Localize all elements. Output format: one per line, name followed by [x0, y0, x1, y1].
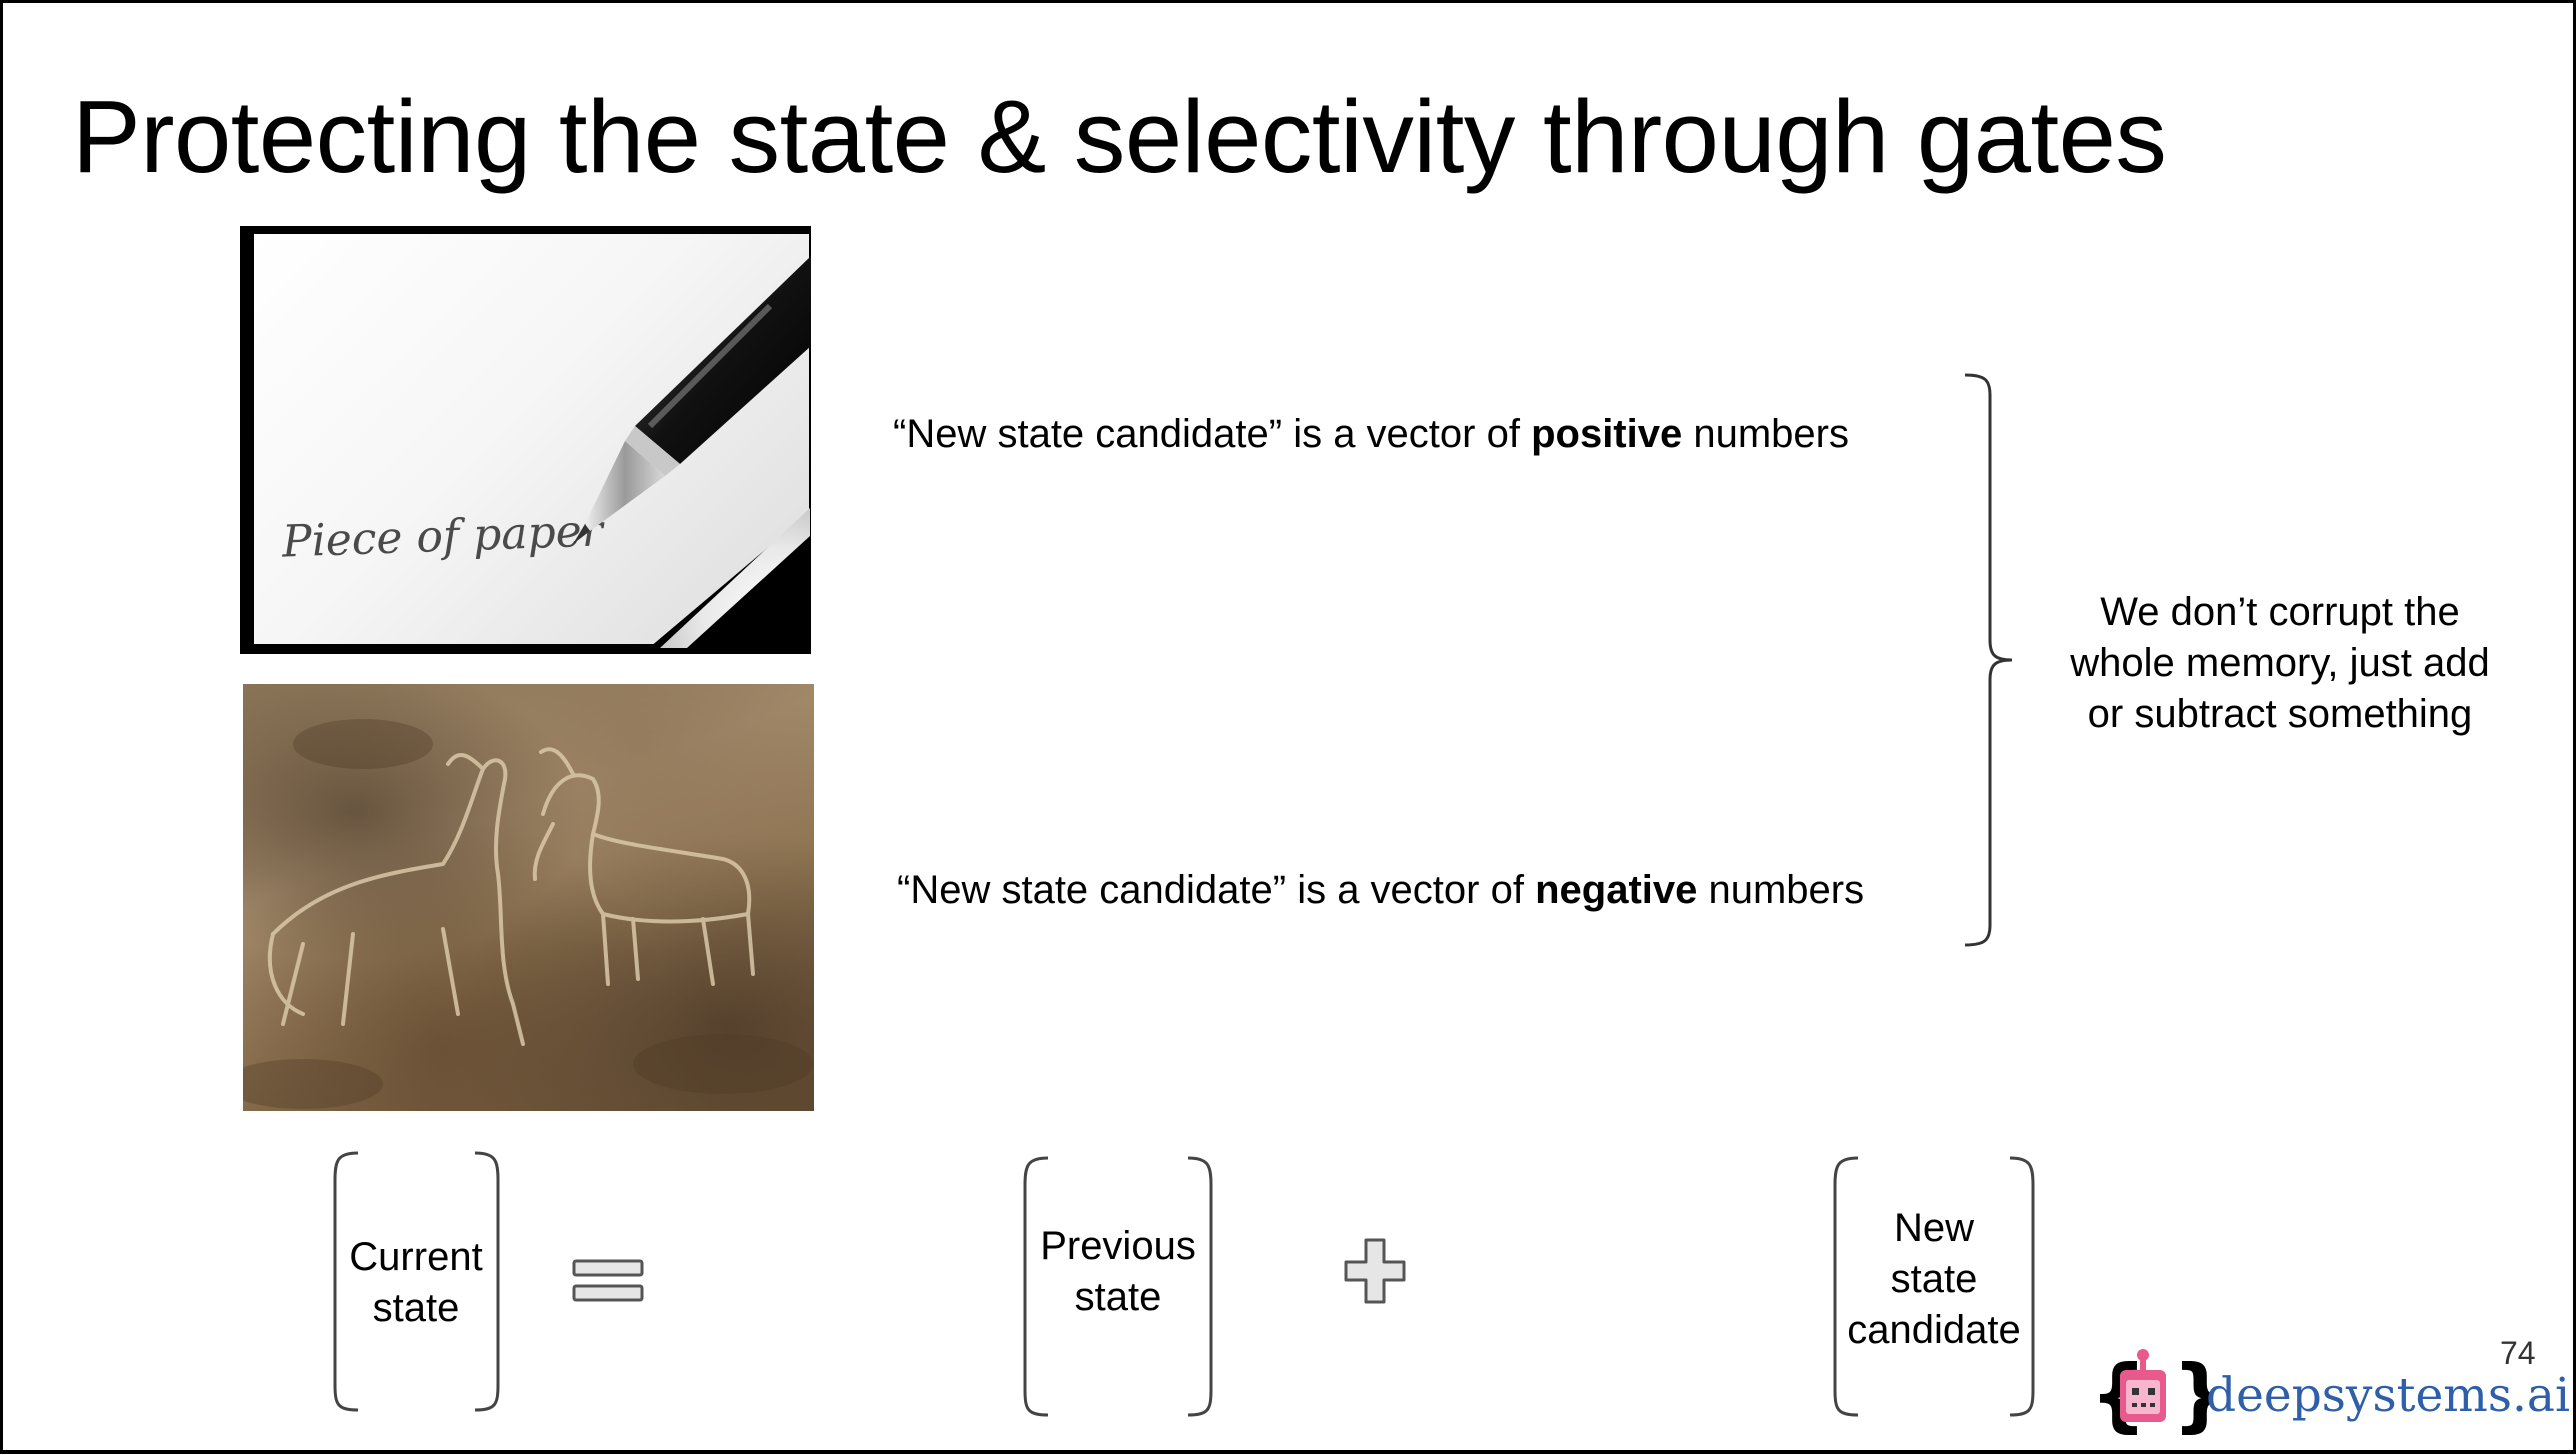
- page-number: 74: [2500, 1335, 2536, 1371]
- candidate-line1: New: [1893, 1206, 1975, 1250]
- positive-statement-text: “New state candidate” is a vector of: [893, 412, 1532, 456]
- positive-statement-suffix: numbers: [1682, 412, 1849, 456]
- paper-pen-image: Piece of paper: [240, 226, 811, 654]
- paper-sheet: [254, 234, 809, 644]
- svg-text:}: }: [2172, 1348, 2210, 1441]
- negative-statement-text: “New state candidate” is a vector of: [897, 868, 1536, 912]
- robot-icon: { }: [2090, 1348, 2229, 1441]
- rock-carving-image: [243, 684, 814, 1111]
- current-state-line1: Current: [349, 1235, 483, 1279]
- current-state-left-paren: [333, 1151, 359, 1412]
- equals-sign-icon: [572, 1259, 644, 1302]
- right-curly-brace: [1964, 373, 2013, 947]
- previous-state-label: Previous state: [1026, 1221, 1210, 1323]
- previous-state-line2: state: [1074, 1275, 1162, 1319]
- negative-statement: “New state candidate” is a vector of neg…: [897, 868, 1864, 913]
- previous-state-right-paren: [1187, 1156, 1213, 1417]
- deepsystems-logo: { } deepsystems.ai: [2090, 1340, 2570, 1450]
- goat-carving-drawing: [243, 719, 813, 1109]
- current-state-label: Current state: [336, 1232, 496, 1334]
- candidate-left-paren: [1833, 1156, 1859, 1417]
- slide-title: Protecting the state & selectivity throu…: [72, 79, 2167, 194]
- logo-text: deepsystems.ai: [2206, 1368, 2570, 1423]
- positive-statement: “New state candidate” is a vector of pos…: [893, 412, 1849, 457]
- candidate-label: New state candidate: [1836, 1203, 2032, 1356]
- candidate-line2: state: [1890, 1257, 1978, 1301]
- current-state-line2: state: [372, 1286, 460, 1330]
- previous-state-line1: Previous: [1040, 1224, 1196, 1268]
- plus-sign-icon: [1344, 1238, 1406, 1304]
- previous-state-left-paren: [1023, 1156, 1049, 1417]
- candidate-line3: candidate: [1847, 1308, 2021, 1352]
- side-note: We don’t corrupt the whole memory, just …: [2070, 590, 2490, 736]
- negative-statement-suffix: numbers: [1697, 868, 1865, 912]
- pen-icon: [573, 256, 811, 544]
- negative-keyword: negative: [1535, 868, 1698, 912]
- positive-keyword: positive: [1531, 412, 1683, 456]
- current-state-right-paren: [474, 1151, 500, 1412]
- candidate-right-paren: [2009, 1156, 2035, 1417]
